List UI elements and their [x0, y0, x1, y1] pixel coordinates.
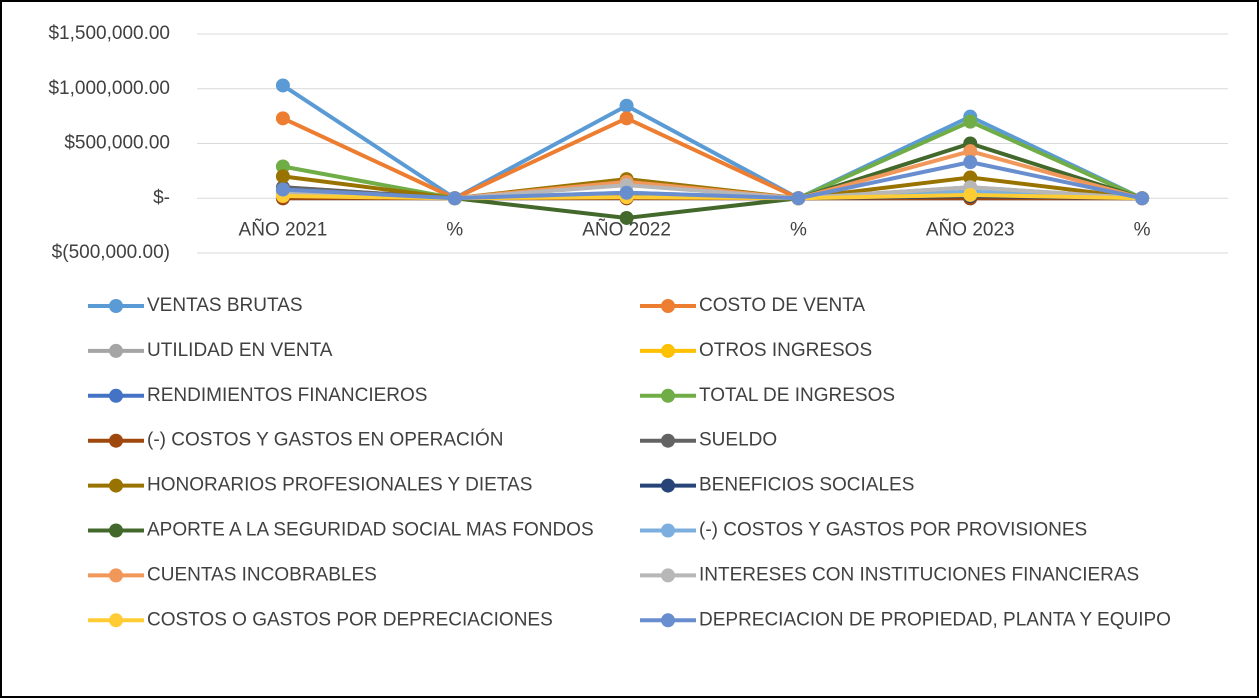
legend-marker [661, 523, 675, 538]
data-point [275, 111, 290, 126]
legend-label: COSTOS O GASTOS POR DEPRECIACIONES [147, 609, 553, 630]
legend-label: BENEFICIOS SOCIALES [699, 475, 914, 496]
legend-marker [109, 343, 123, 358]
x-tick-label: AÑO 2023 [926, 218, 1015, 240]
legend-label: TOTAL DE INGRESOS [699, 385, 895, 406]
legend-marker [661, 343, 675, 358]
data-point [275, 159, 290, 174]
legend-marker [109, 568, 123, 583]
x-tick-label: % [446, 219, 463, 240]
legend-label: CUENTAS INCOBRABLES [147, 564, 377, 585]
legend-label: UTILIDAD EN VENTA [147, 340, 333, 361]
legend-label: APORTE A LA SEGURIDAD SOCIAL MAS FONDOS [147, 520, 594, 541]
data-point [619, 210, 634, 225]
legend-marker [661, 388, 675, 403]
legend-label: OTROS INGRESOS [699, 340, 872, 361]
y-tick-label: $500,000.00 [64, 133, 170, 154]
legend-marker [109, 299, 123, 313]
legend-marker [109, 388, 123, 403]
x-tick-label: % [790, 219, 807, 240]
y-tick-label: $1,500,000.00 [48, 23, 170, 44]
x-tick-label: AÑO 2022 [582, 218, 671, 240]
legend-label: VENTAS BRUTAS [147, 295, 303, 316]
legend-marker [109, 433, 123, 448]
data-point [619, 98, 634, 113]
legend-marker [109, 613, 123, 628]
data-point [447, 191, 462, 206]
y-tick-label: $1,000,000.00 [48, 78, 170, 99]
data-point [275, 169, 290, 184]
data-point [1135, 191, 1150, 206]
data-point [275, 182, 290, 197]
data-point [275, 78, 290, 93]
legend-marker [661, 568, 675, 583]
legend-label: HONORARIOS PROFESIONALES Y DIETAS [147, 475, 532, 496]
data-point [963, 114, 978, 129]
series-line [282, 160, 1143, 201]
x-tick-label: % [1134, 219, 1151, 240]
legend-label: (-) COSTOS Y GASTOS EN OPERACIÓN [147, 429, 504, 451]
legend-marker [661, 433, 675, 448]
data-point [791, 191, 806, 206]
legend-label: INTERESES CON INSTITUCIONES FINANCIERAS [699, 564, 1139, 585]
legend-marker [109, 478, 123, 493]
x-tick-label: AÑO 2021 [239, 218, 328, 240]
legend-label: SUELDO [699, 430, 777, 451]
data-point [963, 144, 978, 159]
legend-marker [661, 299, 675, 313]
series-line [281, 83, 1143, 201]
legend-marker [661, 478, 675, 493]
legend-label: DEPRECIACION DE PROPIEDAD, PLANTA Y EQUI… [699, 609, 1171, 630]
legend-label: COSTO DE VENTA [699, 295, 865, 316]
data-point [963, 170, 978, 185]
legend-marker [109, 523, 123, 538]
data-point [963, 155, 978, 170]
legend-marker [661, 613, 675, 628]
data-point [619, 111, 634, 126]
legend-label: RENDIMIENTOS FINANCIEROS [147, 385, 427, 406]
y-tick-label: $- [153, 187, 170, 208]
legend-label: (-) COSTOS Y GASTOS POR PROVISIONES [699, 520, 1087, 541]
data-point [963, 187, 978, 202]
data-point [619, 185, 634, 200]
y-tick-label: $(500,000.00) [52, 242, 170, 263]
